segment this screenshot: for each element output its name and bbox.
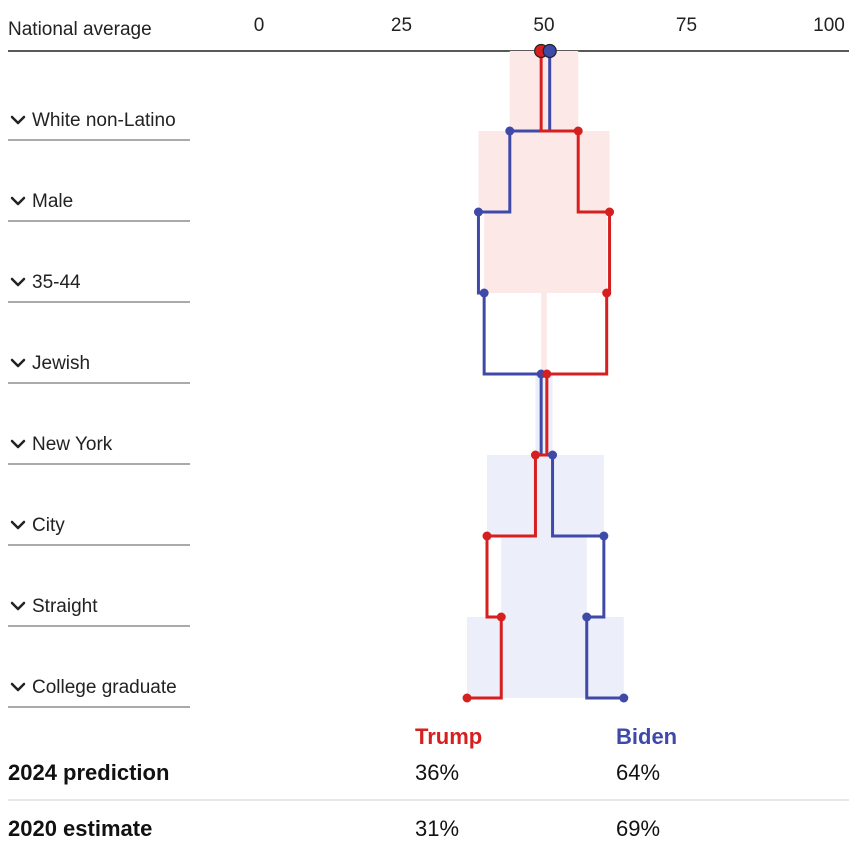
trump-point	[542, 369, 552, 379]
chevron-down-icon	[10, 277, 26, 287]
row-label: Straight	[32, 596, 98, 617]
biden-point	[619, 693, 629, 703]
chevron-down-icon	[10, 115, 26, 125]
biden-point	[479, 288, 489, 298]
biden-point	[473, 207, 483, 217]
summary-biden-2020: 69%	[616, 816, 660, 841]
trump-point	[496, 612, 506, 622]
x-tick-label: 25	[391, 15, 412, 36]
trump-point	[482, 531, 492, 541]
fill-band	[478, 131, 610, 212]
row-label: College graduate	[32, 677, 177, 698]
biden-point	[505, 126, 515, 136]
summary-trump-2020: 31%	[415, 816, 459, 841]
biden-point	[548, 450, 558, 460]
fill-band	[535, 374, 553, 455]
x-axis-ticks: 0 25 50 75 100	[254, 15, 845, 36]
chevron-down-icon	[10, 520, 26, 530]
biden-legend-label: Biden	[616, 724, 677, 749]
summary-trump-2024: 36%	[415, 760, 459, 785]
biden-point	[582, 612, 592, 622]
chevron-down-icon	[10, 682, 26, 692]
row-label: City	[32, 515, 65, 536]
x-tick-label: 50	[533, 15, 554, 36]
fill-areas	[467, 51, 624, 698]
fill-band	[487, 455, 604, 536]
row-label: White non-Latino	[32, 110, 176, 131]
series-points	[462, 43, 629, 703]
summary-row-label-2024: 2024 prediction	[8, 760, 169, 785]
row-label: Male	[32, 191, 73, 212]
biden-point	[599, 531, 609, 541]
row-labels: White non-Latino Male 35-44 Jewish New York C…	[8, 110, 190, 708]
trump-point	[602, 288, 612, 298]
chevron-down-icon	[10, 439, 26, 449]
chevron-down-icon	[10, 196, 26, 206]
x-tick-label: 0	[254, 15, 265, 36]
fill-band	[509, 51, 579, 131]
chevron-down-icon	[10, 358, 26, 368]
trump-point	[462, 693, 472, 703]
fill-band	[484, 212, 607, 293]
trump-point	[573, 126, 583, 136]
row-label: 35-44	[32, 272, 81, 293]
biden-national-average-point	[542, 43, 557, 59]
fill-band	[501, 536, 587, 617]
summary-row-label-2020: 2020 estimate	[8, 816, 152, 841]
x-tick-label: 100	[813, 15, 845, 36]
chevron-down-icon	[10, 601, 26, 611]
summary-biden-2024: 64%	[616, 760, 660, 785]
fill-band	[467, 617, 624, 698]
national-average-label: National average	[8, 19, 152, 40]
trump-point	[530, 450, 540, 460]
row-label: New York	[32, 434, 113, 455]
row-label: Jewish	[32, 353, 90, 374]
fill-band	[541, 293, 547, 374]
x-tick-label: 75	[676, 15, 697, 36]
trump-point	[605, 207, 615, 217]
trump-legend-label: Trump	[415, 724, 482, 749]
